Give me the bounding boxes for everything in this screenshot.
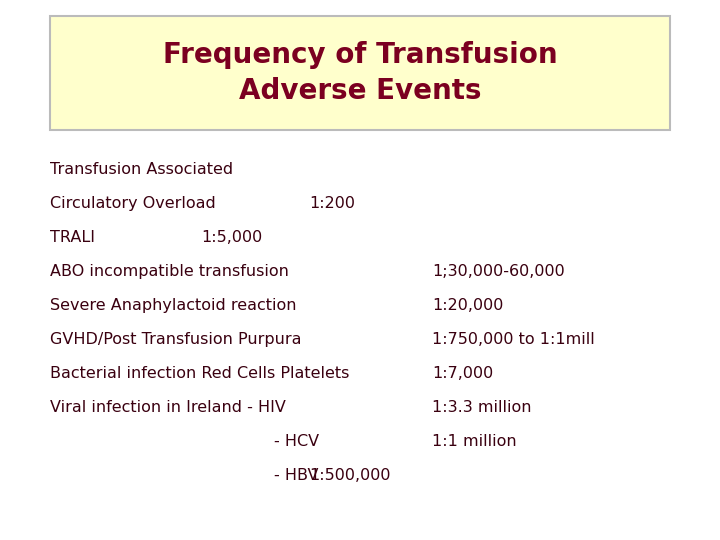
Text: 1:5,000: 1:5,000 xyxy=(202,230,263,245)
Text: 1:7,000: 1:7,000 xyxy=(432,366,493,381)
Text: 1:1 million: 1:1 million xyxy=(432,434,517,449)
Text: 1:500,000: 1:500,000 xyxy=(310,468,391,483)
Text: - HCV: - HCV xyxy=(274,434,319,449)
Text: GVHD/Post Transfusion Purpura: GVHD/Post Transfusion Purpura xyxy=(50,332,302,347)
Text: 1;30,000-60,000: 1;30,000-60,000 xyxy=(432,264,564,279)
Text: TRALI: TRALI xyxy=(50,230,95,245)
Text: Frequency of Transfusion
Adverse Events: Frequency of Transfusion Adverse Events xyxy=(163,41,557,105)
Text: Severe Anaphylactoid reaction: Severe Anaphylactoid reaction xyxy=(50,298,297,313)
Text: 1:200: 1:200 xyxy=(310,196,356,211)
Text: Viral infection in Ireland - HIV: Viral infection in Ireland - HIV xyxy=(50,400,287,415)
Text: 1:3.3 million: 1:3.3 million xyxy=(432,400,531,415)
FancyBboxPatch shape xyxy=(50,16,670,130)
Text: - HBV: - HBV xyxy=(274,468,318,483)
Text: ABO incompatible transfusion: ABO incompatible transfusion xyxy=(50,264,289,279)
Text: 1:750,000 to 1:1mill: 1:750,000 to 1:1mill xyxy=(432,332,595,347)
Text: 1:20,000: 1:20,000 xyxy=(432,298,503,313)
Text: Circulatory Overload: Circulatory Overload xyxy=(50,196,216,211)
Text: Transfusion Associated: Transfusion Associated xyxy=(50,162,233,177)
Text: Bacterial infection Red Cells Platelets: Bacterial infection Red Cells Platelets xyxy=(50,366,350,381)
